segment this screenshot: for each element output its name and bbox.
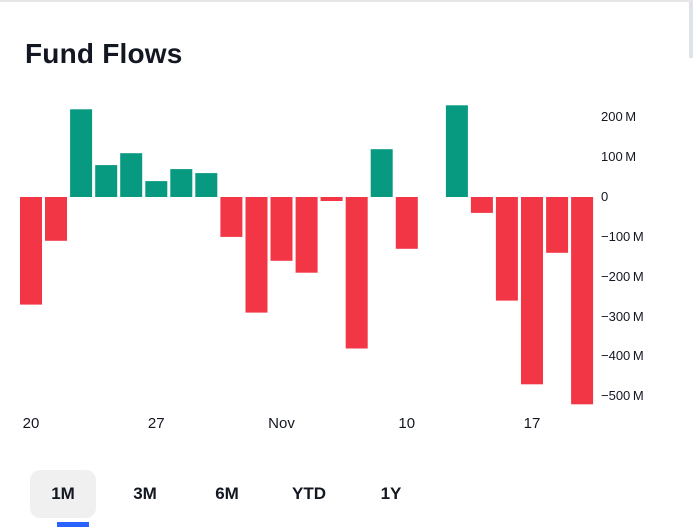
range-button-1m[interactable]: 1M	[30, 470, 96, 518]
fund-flow-bar-19[interactable]	[495, 197, 518, 301]
fund-flow-bar-4[interactable]	[120, 153, 143, 197]
fund-flow-bar-7[interactable]	[195, 173, 218, 197]
bottom-partial-element	[57, 522, 89, 527]
fund-flow-bar-1[interactable]	[45, 197, 67, 241]
fund-flow-bar-12[interactable]	[320, 197, 343, 201]
fund-flow-bar-14[interactable]	[370, 149, 393, 197]
range-button-6m[interactable]: 6M	[215, 484, 239, 503]
fund-flow-bar-20[interactable]	[521, 197, 543, 385]
fund-flow-bar-2[interactable]	[70, 109, 93, 197]
fund-flow-bar-18[interactable]	[470, 197, 493, 213]
range-button-1y[interactable]: 1Y	[380, 484, 402, 503]
fund-flow-bar-15[interactable]	[395, 197, 418, 249]
fund-flow-bar-6[interactable]	[170, 169, 193, 197]
fund-flow-bar-22[interactable]	[571, 197, 594, 405]
fund-flow-bar-17[interactable]	[445, 105, 468, 197]
scrollbar-thumb[interactable]	[689, 2, 693, 58]
fund-flow-bar-3[interactable]	[95, 165, 118, 197]
fund-flow-bar-10[interactable]	[270, 197, 293, 261]
range-button-ytd[interactable]: YTD	[292, 484, 326, 503]
fund-flow-bar-5[interactable]	[145, 181, 168, 197]
range-button-3m[interactable]: 3M	[133, 484, 157, 503]
page-title: Fund Flows	[25, 38, 183, 69]
fund-flow-bar-0[interactable]	[20, 197, 42, 305]
fund-flow-bar-11[interactable]	[295, 197, 318, 273]
range-selector: 1M 3M 6M YTD 1Y	[30, 470, 424, 518]
fund-flow-bar-13[interactable]	[345, 197, 368, 349]
fund-flows-chart	[20, 105, 594, 405]
fund-flow-bar-8[interactable]	[220, 197, 243, 237]
fund-flow-bar-9[interactable]	[245, 197, 268, 313]
fund-flow-bar-21[interactable]	[546, 197, 569, 253]
